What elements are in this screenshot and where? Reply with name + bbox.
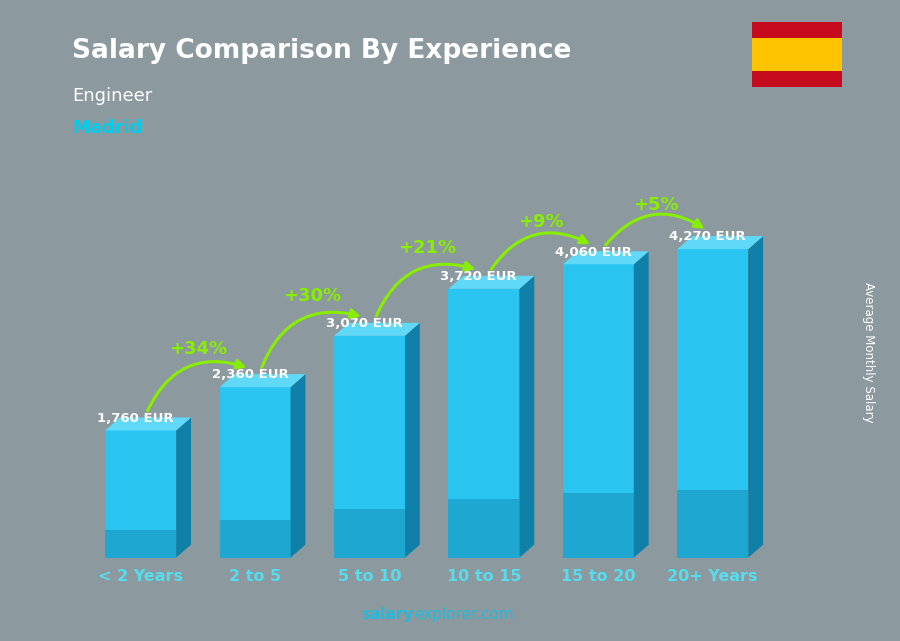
- Polygon shape: [562, 251, 649, 264]
- Bar: [678, 249, 748, 558]
- Text: 4,060 EUR: 4,060 EUR: [554, 246, 632, 258]
- Polygon shape: [678, 236, 763, 249]
- Text: Salary Comparison By Experience: Salary Comparison By Experience: [72, 38, 572, 65]
- Polygon shape: [334, 323, 419, 336]
- Bar: [334, 509, 405, 558]
- Text: 1,760 EUR: 1,760 EUR: [97, 412, 174, 425]
- Polygon shape: [634, 251, 649, 558]
- Bar: [220, 387, 291, 558]
- Polygon shape: [291, 374, 305, 558]
- Text: +9%: +9%: [518, 213, 564, 231]
- Bar: [562, 264, 634, 558]
- Bar: [752, 38, 842, 71]
- Polygon shape: [405, 323, 419, 558]
- Bar: [105, 431, 176, 558]
- Text: salary: salary: [362, 607, 414, 622]
- Text: Engineer: Engineer: [72, 87, 152, 104]
- Bar: [448, 289, 519, 558]
- Polygon shape: [176, 417, 191, 558]
- Text: 2,360 EUR: 2,360 EUR: [212, 369, 288, 381]
- Text: +34%: +34%: [169, 340, 227, 358]
- Polygon shape: [748, 236, 763, 558]
- Bar: [105, 529, 176, 558]
- Bar: [334, 336, 405, 558]
- Text: +21%: +21%: [398, 238, 455, 256]
- Text: explorer.com: explorer.com: [414, 607, 514, 622]
- Bar: [678, 490, 748, 558]
- Text: 3,720 EUR: 3,720 EUR: [440, 270, 517, 283]
- Text: Madrid: Madrid: [72, 119, 142, 137]
- Text: +5%: +5%: [633, 196, 679, 214]
- Bar: [562, 493, 634, 558]
- Polygon shape: [220, 374, 305, 387]
- Polygon shape: [105, 417, 191, 431]
- Polygon shape: [448, 276, 535, 289]
- Bar: [220, 520, 291, 558]
- Polygon shape: [519, 276, 535, 558]
- Text: 4,270 EUR: 4,270 EUR: [670, 230, 746, 244]
- Text: 3,070 EUR: 3,070 EUR: [326, 317, 403, 330]
- Bar: [448, 499, 519, 558]
- Text: +30%: +30%: [284, 287, 341, 305]
- Text: Average Monthly Salary: Average Monthly Salary: [862, 282, 875, 423]
